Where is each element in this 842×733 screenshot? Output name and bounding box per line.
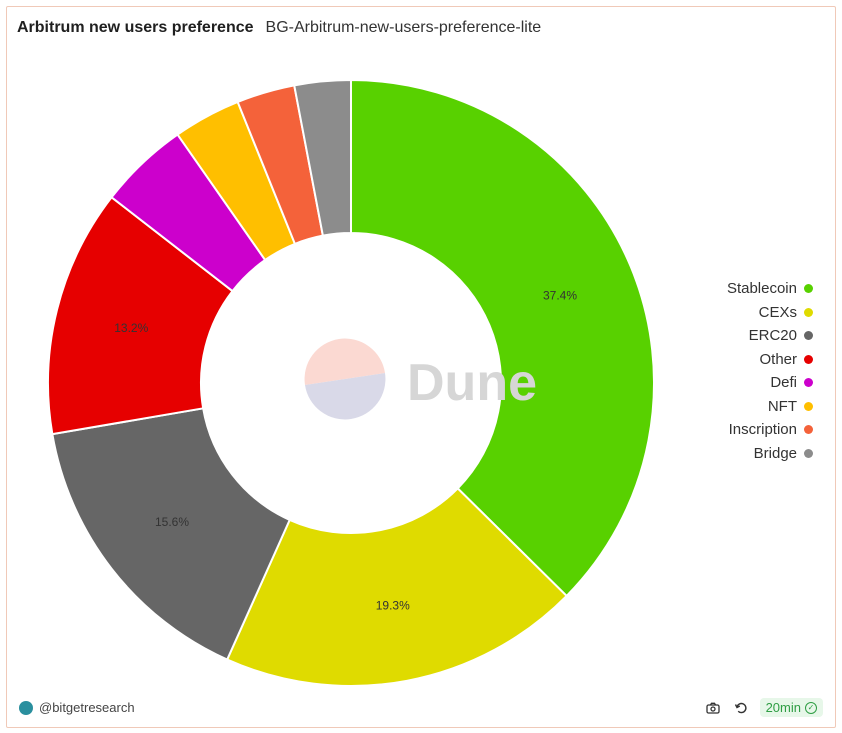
pie-slice-stablecoin[interactable] <box>350 78 655 598</box>
data-label-cexs: 19.3% <box>376 599 410 613</box>
legend-item-defi[interactable]: Defi <box>727 371 813 395</box>
legend-item-nft[interactable]: NFT <box>727 395 813 419</box>
legend-label: Other <box>759 350 797 368</box>
legend-label: Inscription <box>728 421 797 439</box>
refresh-interval: 20min <box>765 700 801 715</box>
pie-slice-bridge[interactable] <box>293 78 352 237</box>
check-circle-icon: ✓ <box>805 701 817 714</box>
legend-label: ERC20 <box>748 327 797 345</box>
chart-header: Arbitrum new users preference BG-Arbitru… <box>17 19 541 37</box>
legend-item-cexs[interactable]: CEXs <box>727 301 813 325</box>
author-name[interactable]: @bitgetresearch <box>39 700 135 715</box>
author-credit[interactable]: @bitgetresearch <box>19 700 135 715</box>
legend-dot-icon <box>804 401 813 411</box>
pie-slice-erc20[interactable] <box>51 407 292 661</box>
pie-slice-cexs[interactable] <box>225 486 569 687</box>
legend-label: Stablecoin <box>726 280 797 298</box>
legend-item-stablecoin[interactable]: Stablecoin <box>727 277 813 301</box>
chart-card: Arbitrum new users preference BG-Arbitru… <box>6 6 836 728</box>
data-label-stablecoin: 37.4% <box>543 289 577 303</box>
legend-item-inscription[interactable]: Inscription <box>727 418 813 442</box>
legend-dot-icon <box>804 307 813 317</box>
footer-actions: 20min ✓ <box>704 698 823 717</box>
legend-label: Defi <box>770 374 797 392</box>
legend-dot-icon <box>804 425 813 435</box>
legend-dot-icon <box>804 378 813 388</box>
camera-icon[interactable] <box>704 699 722 717</box>
legend-item-erc20[interactable]: ERC20 <box>727 324 813 348</box>
data-label-erc20: 15.6% <box>155 515 189 529</box>
refresh-icon[interactable] <box>732 699 750 717</box>
dune-watermark-text: Dune <box>407 354 537 412</box>
legend-label: CEXs <box>758 303 797 321</box>
chart-title: Arbitrum new users preference <box>17 19 254 36</box>
legend-dot-icon <box>804 448 813 458</box>
legend-dot-icon <box>804 331 813 341</box>
dune-watermark-logo-icon <box>304 338 386 420</box>
donut-chart: 37.4% 19.3% 15.6% 13.2% Dune <box>47 78 655 687</box>
legend-item-bridge[interactable]: Bridge <box>727 442 813 466</box>
chart-legend: Stablecoin CEXs ERC20 Other Defi NFT Inscripti… <box>727 277 813 465</box>
legend-item-other[interactable]: Other <box>727 348 813 372</box>
refresh-interval-badge[interactable]: 20min ✓ <box>759 698 823 717</box>
data-label-other: 13.2% <box>114 321 148 335</box>
legend-dot-icon <box>804 354 813 364</box>
query-name[interactable]: BG-Arbitrum-new-users-preference-lite <box>265 19 542 36</box>
dune-logo-icon <box>19 700 33 715</box>
legend-label: NFT <box>767 397 797 415</box>
legend-label: Bridge <box>753 444 797 462</box>
legend-dot-icon <box>804 284 813 294</box>
